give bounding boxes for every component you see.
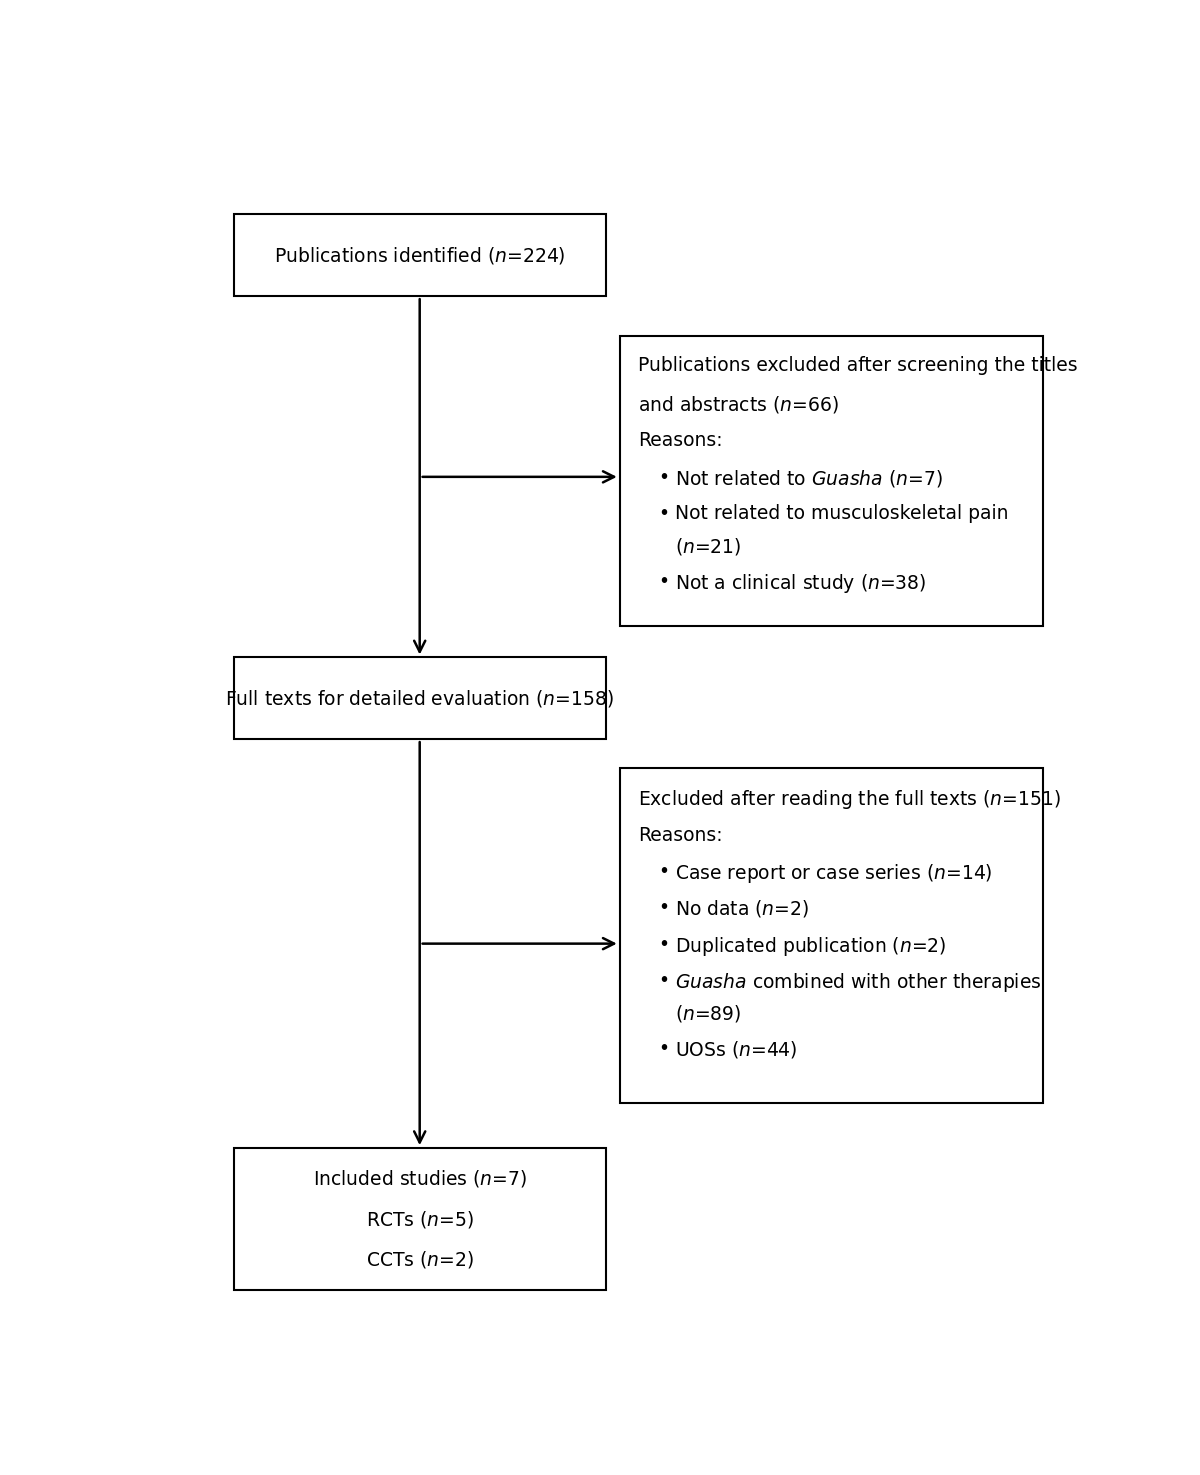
Text: RCTs ($\mathit{n}$=5): RCTs ($\mathit{n}$=5) — [366, 1208, 474, 1230]
Text: Full texts for detailed evaluation ($\mathit{n}$=158): Full texts for detailed evaluation ($\ma… — [226, 687, 614, 709]
Text: •: • — [659, 1038, 670, 1058]
Text: •: • — [659, 468, 670, 487]
Text: Duplicated publication ($\mathit{n}$=2): Duplicated publication ($\mathit{n}$=2) — [676, 935, 947, 957]
Text: Reasons:: Reasons: — [638, 826, 722, 845]
Bar — [619, 336, 1043, 625]
Bar — [619, 767, 1043, 1103]
Text: •: • — [659, 971, 670, 990]
Text: •: • — [659, 898, 670, 917]
Text: Excluded after reading the full texts ($\mathit{n}$=151): Excluded after reading the full texts ($… — [638, 788, 1061, 811]
Bar — [234, 214, 606, 296]
Text: Publications identified ($\mathit{n}$=224): Publications identified ($\mathit{n}$=22… — [274, 245, 565, 266]
Text: Case report or case series ($\mathit{n}$=14): Case report or case series ($\mathit{n}$… — [676, 861, 994, 885]
Text: ($\mathit{n}$=89): ($\mathit{n}$=89) — [676, 1003, 742, 1024]
Text: •: • — [659, 861, 670, 881]
Text: Reasons:: Reasons: — [638, 431, 722, 450]
Bar — [234, 658, 606, 739]
Text: •: • — [659, 504, 670, 524]
Text: •: • — [659, 572, 670, 591]
Text: and abstracts ($\mathit{n}$=66): and abstracts ($\mathit{n}$=66) — [638, 394, 839, 414]
Text: ($\mathit{n}$=21): ($\mathit{n}$=21) — [676, 535, 742, 558]
Text: Publications excluded after screening the titles: Publications excluded after screening th… — [638, 357, 1078, 376]
Text: $\mathit{Guasha}$ combined with other therapies: $\mathit{Guasha}$ combined with other th… — [676, 971, 1042, 994]
Text: Not related to $\mathit{Guasha}$ ($\mathit{n}$=7): Not related to $\mathit{Guasha}$ ($\math… — [676, 468, 943, 488]
Bar — [234, 1148, 606, 1291]
Text: CCTs ($\mathit{n}$=2): CCTs ($\mathit{n}$=2) — [366, 1249, 474, 1270]
Text: Not related to musculoskeletal pain: Not related to musculoskeletal pain — [676, 504, 1009, 524]
Text: •: • — [659, 935, 670, 953]
Text: Included studies ($\mathit{n}$=7): Included studies ($\mathit{n}$=7) — [313, 1168, 527, 1189]
Text: No data ($\mathit{n}$=2): No data ($\mathit{n}$=2) — [676, 898, 810, 919]
Text: UOSs ($\mathit{n}$=44): UOSs ($\mathit{n}$=44) — [676, 1038, 798, 1061]
Text: Not a clinical study ($\mathit{n}$=38): Not a clinical study ($\mathit{n}$=38) — [676, 572, 926, 596]
